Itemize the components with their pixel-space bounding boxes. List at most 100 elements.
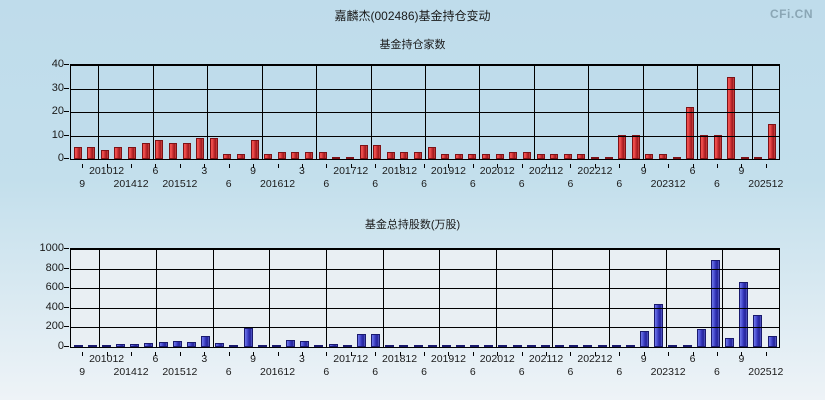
- x-tick-label: 6: [421, 178, 427, 190]
- x-tick-mark: [766, 352, 767, 356]
- bar: [527, 345, 536, 347]
- bar: [187, 342, 196, 347]
- watermark-label: CFi.CN: [770, 7, 813, 21]
- bar: [237, 154, 245, 159]
- bar: [686, 107, 694, 159]
- x-tick-mark: [595, 352, 596, 356]
- bar: [513, 345, 522, 347]
- bar: [618, 135, 626, 159]
- x-tick-label: 6: [616, 366, 623, 378]
- x-tick-label: 201812: [382, 353, 418, 365]
- bar: [74, 345, 83, 347]
- bar: [102, 345, 111, 347]
- x-tick-label: 201012: [89, 353, 125, 365]
- bar: [414, 345, 423, 347]
- gridline-vertical: [326, 249, 327, 347]
- x-tick-label: 9: [250, 353, 257, 365]
- bar: [144, 343, 153, 347]
- x-tick-mark: [400, 164, 401, 168]
- bar: [496, 154, 504, 159]
- bar: [484, 345, 493, 347]
- bar: [305, 152, 313, 159]
- x-tick-mark: [424, 352, 425, 356]
- x-tick-mark: [570, 352, 571, 356]
- x-tick-label: 6: [689, 353, 696, 365]
- x-tick-mark: [619, 164, 620, 168]
- x-tick-mark: [82, 164, 83, 168]
- gridline-vertical: [534, 65, 535, 159]
- x-tick-mark: [522, 352, 523, 356]
- bar: [727, 77, 735, 159]
- bar: [258, 345, 267, 347]
- bar: [201, 336, 210, 347]
- x-tick-label: 201712: [333, 165, 369, 177]
- bar: [612, 345, 621, 347]
- x-tick-mark: [204, 164, 205, 168]
- top-chart-subtitle: 基金持仓家数: [379, 39, 446, 51]
- x-tick-mark: [131, 164, 132, 168]
- y-tick-label: 1000: [39, 242, 64, 254]
- x-tick-label: 6: [372, 366, 379, 378]
- gridline-vertical: [609, 249, 610, 347]
- x-tick-label: 201612: [259, 366, 296, 378]
- x-tick-mark: [253, 352, 254, 356]
- top-chart-x-axis: 9 201012 201412 6 201512 3 6 9 201612 3 6 201712 6 20…: [0, 164, 825, 194]
- bar: [264, 154, 272, 159]
- bar: [550, 154, 558, 159]
- bar: [346, 157, 354, 159]
- gridline-vertical: [552, 249, 553, 347]
- x-tick-mark: [497, 164, 498, 168]
- x-tick-mark: [180, 352, 181, 356]
- x-tick-label: 201812: [382, 165, 418, 177]
- gridline-vertical: [779, 249, 780, 347]
- y-tick-mark: [64, 88, 69, 89]
- x-tick-mark: [741, 164, 742, 168]
- bottom-chart-plot-area: [70, 248, 780, 348]
- bar: [541, 345, 550, 347]
- bar: [278, 152, 286, 159]
- y-tick-label: 40: [51, 58, 64, 70]
- bar: [173, 341, 182, 347]
- y-tick-label: 20: [51, 105, 64, 117]
- x-tick-label: 6: [372, 178, 379, 190]
- page-title: 嘉麟杰(002486)基金持仓变动: [334, 9, 491, 23]
- bar: [683, 345, 692, 347]
- x-tick-label: 202112: [528, 353, 564, 365]
- gridline-vertical: [269, 249, 270, 347]
- gridline-horizontal: [71, 327, 779, 328]
- x-tick-mark: [522, 164, 523, 168]
- x-tick-mark: [351, 352, 352, 356]
- x-tick-label: 9: [738, 353, 745, 365]
- y-tick-mark: [64, 326, 69, 327]
- bar: [482, 154, 490, 159]
- bar: [428, 147, 436, 159]
- bar: [183, 143, 191, 159]
- bar: [130, 344, 139, 347]
- x-tick-mark: [595, 164, 596, 168]
- x-tick-label: 6: [714, 178, 720, 190]
- x-tick-label: 6: [518, 178, 525, 190]
- bar: [387, 152, 395, 159]
- bar: [605, 157, 613, 159]
- x-tick-mark: [302, 164, 303, 168]
- gridline-vertical: [439, 249, 440, 347]
- x-tick-label: 3: [201, 165, 208, 177]
- x-tick-mark: [278, 164, 279, 168]
- bar: [88, 345, 97, 347]
- bar: [768, 124, 776, 159]
- bar: [711, 260, 720, 347]
- x-tick-label: 6: [152, 353, 159, 365]
- bar: [754, 157, 762, 159]
- x-tick-label: 202512: [748, 178, 784, 190]
- bar: [399, 345, 408, 347]
- gridline-vertical: [98, 65, 99, 159]
- x-tick-label: 6: [323, 366, 330, 378]
- y-tick-label: 400: [45, 300, 64, 313]
- bottom-chart-x-axis: 9 201012 201412 6 201512 3 6 9 201612 3 6 201712 6 20…: [0, 352, 825, 382]
- bar: [223, 154, 231, 159]
- bar: [498, 345, 507, 347]
- bar: [329, 344, 338, 347]
- x-tick-mark: [693, 164, 694, 168]
- x-tick-mark: [448, 164, 449, 168]
